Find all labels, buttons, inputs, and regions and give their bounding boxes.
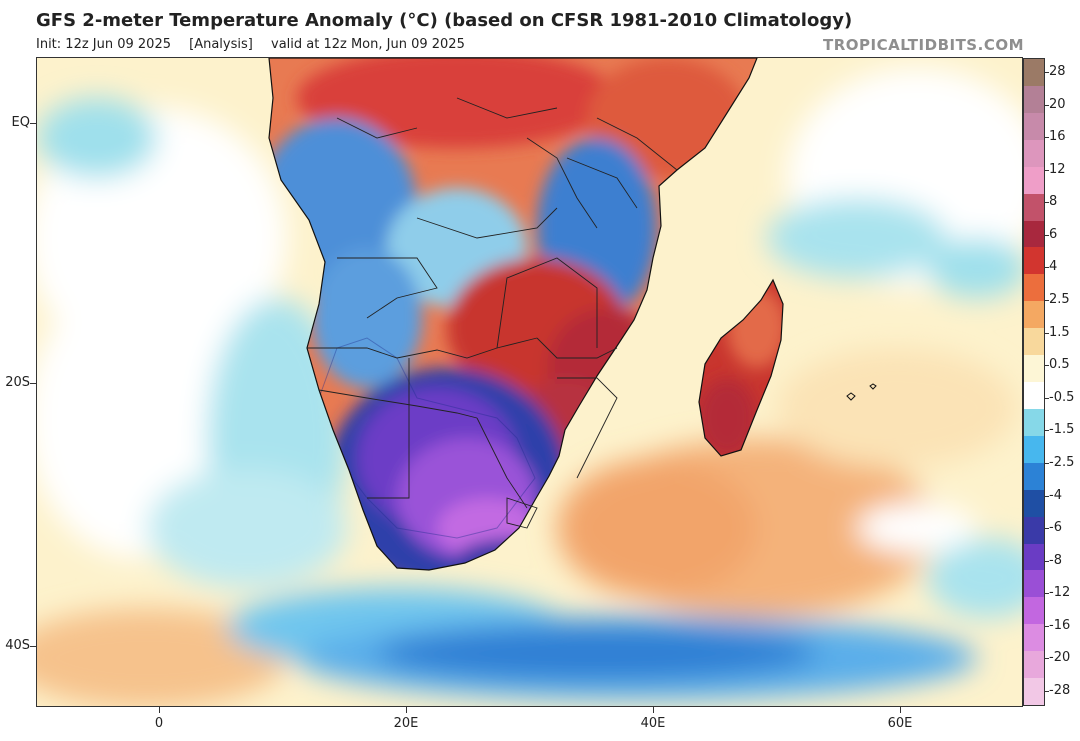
colorbar-segment [1024, 462, 1044, 491]
country-borders [307, 97, 678, 529]
colorbar-segment [1024, 597, 1044, 625]
colorbar-segment [1024, 516, 1044, 544]
colorbar-tick [1045, 365, 1049, 367]
colorbar-segment [1024, 435, 1044, 464]
y-label-40s: 40S [5, 638, 30, 653]
colorbar-tick [1045, 495, 1049, 497]
colorbar-tick [1045, 169, 1049, 171]
colorbar-tick [1045, 267, 1049, 269]
colorbar [1023, 58, 1045, 706]
colorbar-tick [1045, 625, 1049, 627]
colorbar-label: 2.5 [1049, 292, 1070, 308]
colorbar-segment [1024, 408, 1044, 437]
colorbar-tick [1045, 137, 1049, 139]
colorbar-label: 4 [1049, 259, 1058, 275]
colorbar-label: -12 [1049, 585, 1071, 601]
colorbar-segment [1024, 193, 1044, 221]
init-time: Init: 12z Jun 09 2025 [36, 37, 171, 52]
colorbar-segment [1024, 166, 1044, 195]
colorbar-segment [1024, 247, 1044, 275]
colorbar-segment [1024, 301, 1044, 329]
x-tick [159, 707, 160, 713]
colorbar-label: -0.5 [1049, 389, 1075, 405]
colorbar-label: -6 [1049, 520, 1062, 536]
colorbar-label: -28 [1049, 683, 1071, 698]
x-tick [406, 707, 407, 713]
colorbar-label: -20 [1049, 650, 1071, 666]
y-tick [30, 123, 36, 124]
colorbar-tick [1045, 104, 1049, 106]
colorbar-tick [1045, 462, 1049, 464]
x-tick [653, 707, 654, 713]
colorbar-segment [1024, 274, 1044, 302]
colorbar-label: -2.5 [1049, 454, 1075, 470]
colorbar-segment [1024, 85, 1044, 114]
colorbar-tick [1045, 430, 1049, 432]
colorbar-tick [1045, 560, 1049, 562]
map-subtitle: Init: 12z Jun 09 2025 [Analysis] valid a… [36, 37, 479, 52]
colorbar-label: -4 [1049, 487, 1062, 503]
colorbar-tick [1045, 691, 1049, 692]
colorbar-tick [1045, 202, 1049, 204]
colorbar-segment [1024, 139, 1044, 168]
y-tick [30, 646, 36, 647]
colorbar-tick [1045, 234, 1049, 236]
map-svg [37, 58, 1022, 706]
coastlines [268, 58, 877, 571]
colorbar-segment [1024, 59, 1044, 87]
colorbar-segment [1024, 382, 1044, 410]
colorbar-tick [1045, 397, 1049, 399]
colorbar-tick [1045, 332, 1049, 334]
colorbar-label: -1.5 [1049, 422, 1075, 438]
y-label-20s: 20S [5, 375, 30, 390]
colorbar-label: 8 [1049, 194, 1058, 210]
colorbar-segment [1024, 355, 1044, 383]
brand-watermark: TROPICALTIDBITS.COM [823, 36, 1024, 54]
colorbar-tick [1045, 528, 1049, 530]
colorbar-segment [1024, 624, 1044, 652]
colorbar-segment [1024, 328, 1044, 356]
colorbar-tick [1045, 658, 1049, 660]
colorbar-label: 1.5 [1049, 324, 1070, 340]
x-label-0: 0 [154, 716, 164, 731]
colorbar-segment [1024, 651, 1044, 679]
colorbar-tick [1045, 593, 1049, 595]
y-label-eq: EQ [11, 115, 30, 130]
y-tick [30, 383, 36, 384]
colorbar-label: -16 [1049, 617, 1071, 633]
colorbar-label: 0.5 [1049, 357, 1070, 373]
analysis-tag: [Analysis] [189, 37, 253, 52]
colorbar-tick [1045, 72, 1049, 73]
colorbar-label: 12 [1049, 161, 1066, 177]
x-label-20e: 20E [393, 716, 419, 731]
colorbar-segment [1024, 678, 1044, 706]
colorbar-segment [1024, 220, 1044, 248]
x-label-60e: 60E [887, 716, 913, 731]
anomaly-map [36, 57, 1023, 707]
colorbar-segment [1024, 489, 1044, 518]
x-tick [900, 707, 901, 713]
colorbar-label: 28 [1049, 64, 1066, 79]
colorbar-segment [1024, 543, 1044, 571]
colorbar-label: 6 [1049, 226, 1058, 242]
colorbar-label: 20 [1049, 96, 1066, 112]
colorbar-label: 16 [1049, 129, 1066, 145]
colorbar-tick [1045, 300, 1049, 302]
colorbar-label: -8 [1049, 552, 1062, 568]
colorbar-segment [1024, 570, 1044, 598]
map-title: GFS 2-meter Temperature Anomaly (°C) (ba… [36, 10, 853, 31]
valid-time: valid at 12z Mon, Jun 09 2025 [271, 37, 465, 52]
x-label-40e: 40E [640, 716, 666, 731]
colorbar-segment [1024, 112, 1044, 141]
